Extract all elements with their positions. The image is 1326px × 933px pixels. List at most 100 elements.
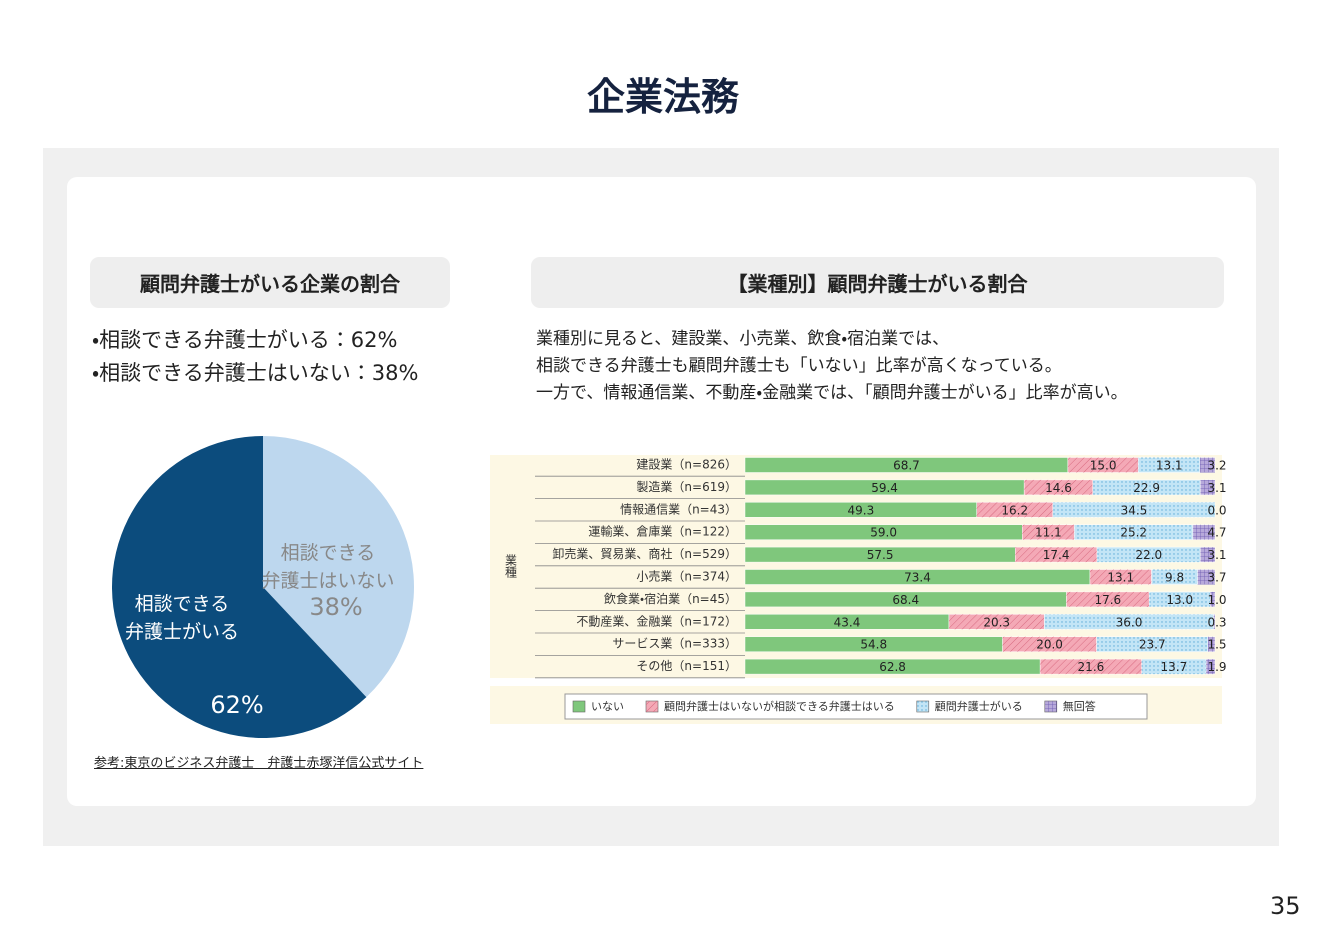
category-label: 卸売業、貿易業、商社（n=529） xyxy=(552,546,737,561)
value-label: 3.2 xyxy=(1207,459,1226,473)
page-number: 35 xyxy=(1270,892,1301,920)
bar-pattern xyxy=(1197,569,1215,585)
bar-pattern xyxy=(1089,569,1152,585)
pie-slice xyxy=(263,436,414,698)
value-label: 21.6 xyxy=(1078,660,1105,674)
category-label: その他（n=151） xyxy=(636,659,737,673)
right-heading: 【業種別】顧問弁護士がいる割合 xyxy=(531,257,1224,308)
bar-pattern xyxy=(1149,591,1211,607)
value-label: 1.5 xyxy=(1207,638,1226,652)
bar-pattern xyxy=(1213,614,1215,630)
value-label: 3.1 xyxy=(1207,481,1226,495)
value-label: 4.7 xyxy=(1207,526,1226,540)
description: 業種別に見ると、建設業、小売業、飲食・宿泊業では、 xyxy=(536,329,950,349)
value-label: 36.0 xyxy=(1116,615,1143,629)
value-label: 43.4 xyxy=(834,615,861,629)
value-label: 20.0 xyxy=(1036,638,1063,652)
bullet: ・相談できる弁護士はいない：38% xyxy=(92,361,419,385)
pie-value-label: 62% xyxy=(210,691,264,719)
pie-label: 相談できる 弁護士がいる xyxy=(124,593,240,643)
category-label: 小売業（n=374） xyxy=(636,569,737,584)
legend-label: 顧問弁護士がいる xyxy=(935,699,1023,713)
bar-pattern xyxy=(1066,591,1150,607)
bar-pattern xyxy=(1199,457,1215,473)
value-label: 73.4 xyxy=(904,571,931,585)
bar-pattern xyxy=(1097,547,1201,563)
value-label: 22.0 xyxy=(1135,548,1162,562)
bullet: ・相談できる弁護士がいる：62% xyxy=(92,328,398,352)
value-label: 13.0 xyxy=(1166,593,1193,607)
value-label: 3.1 xyxy=(1207,548,1226,562)
bar-pattern xyxy=(1052,502,1215,518)
value-label: 15.0 xyxy=(1090,459,1117,473)
value-label: 13.7 xyxy=(1161,660,1188,674)
bar-pattern xyxy=(1024,479,1093,495)
value-label: 59.4 xyxy=(871,481,898,495)
value-label: 1.9 xyxy=(1207,660,1226,674)
value-label: 68.4 xyxy=(892,593,919,607)
bar-pattern xyxy=(1192,524,1215,540)
legend-pattern xyxy=(646,701,658,712)
bar-pattern xyxy=(1200,547,1215,563)
value-label: 23.7 xyxy=(1139,638,1166,652)
bar-pattern xyxy=(1040,659,1142,675)
legend-label: 無回答 xyxy=(1063,699,1096,713)
value-label: 16.2 xyxy=(1001,503,1028,517)
bar-pattern xyxy=(1200,479,1215,495)
value-label: 59.0 xyxy=(870,526,897,540)
legend-swatch xyxy=(572,700,586,713)
bar-pattern xyxy=(976,502,1053,518)
value-label: 54.8 xyxy=(860,638,887,652)
bar-pattern xyxy=(1210,591,1215,607)
category-label: 製造業（n=619） xyxy=(636,480,737,494)
slide-title: 企業法務 xyxy=(586,75,739,119)
value-label: 13.1 xyxy=(1107,571,1134,585)
value-label: 34.5 xyxy=(1121,503,1148,517)
value-label: 14.6 xyxy=(1045,481,1072,495)
bar-pattern xyxy=(1151,569,1198,585)
value-label: 3.7 xyxy=(1207,571,1226,585)
value-label: 9.8 xyxy=(1165,571,1184,585)
y-axis-label: 業種 xyxy=(504,554,518,578)
bar-pattern xyxy=(1206,659,1215,675)
legend-pattern xyxy=(916,701,929,712)
bar-pattern xyxy=(1141,659,1207,675)
value-label: 57.5 xyxy=(867,548,894,562)
value-label: 62.8 xyxy=(879,660,906,674)
value-label: 0.3 xyxy=(1207,615,1226,629)
category-label: 建設業（n=826） xyxy=(636,458,737,472)
bar-pattern xyxy=(1138,457,1200,473)
value-label: 17.4 xyxy=(1043,548,1070,562)
bar-pattern xyxy=(1067,457,1139,473)
bar-pattern xyxy=(948,614,1045,630)
category-label: 不動産業、金融業（n=172） xyxy=(576,614,737,628)
bar-pattern xyxy=(1044,614,1214,630)
category-label: 運輸業、倉庫業（n=122） xyxy=(588,525,737,539)
pie-slice xyxy=(111,436,367,739)
category-label: 飲食業・宿泊業（n=45） xyxy=(604,591,737,606)
value-label: 25.2 xyxy=(1120,526,1147,540)
bar-pattern xyxy=(1002,636,1097,652)
category-label: サービス業（n=333） xyxy=(612,637,737,651)
value-label: 13.1 xyxy=(1156,459,1183,473)
value-label: 17.6 xyxy=(1094,593,1121,607)
legend-pattern xyxy=(1044,701,1057,712)
value-label: 22.9 xyxy=(1133,481,1160,495)
bar-pattern xyxy=(1207,636,1215,652)
bar-pattern xyxy=(1092,479,1201,495)
bar-pattern xyxy=(1022,524,1075,540)
value-label: 20.3 xyxy=(983,615,1010,629)
value-label: 11.1 xyxy=(1035,526,1062,540)
bar-pattern xyxy=(1074,524,1193,540)
value-label: 49.3 xyxy=(847,503,874,517)
source: 参考:東京のビジネス弁護士 弁護士赤塚洋信公式サイト xyxy=(94,756,424,771)
value-label: 68.7 xyxy=(893,459,920,473)
legend-label: 顧問弁護士はいないが相談できる弁護士はいる xyxy=(664,699,895,713)
left-heading: 顧問弁護士がいる企業の割合 xyxy=(90,257,450,308)
pie-label: 相談できる 弁護士はいない xyxy=(261,542,395,592)
value-label: 0.0 xyxy=(1207,503,1226,517)
pie-value-label: 38% xyxy=(309,593,363,621)
description: 一方で、情報通信業、不動産・金融業では、「顧問弁護士がいる」比率が高い。 xyxy=(536,383,1128,403)
